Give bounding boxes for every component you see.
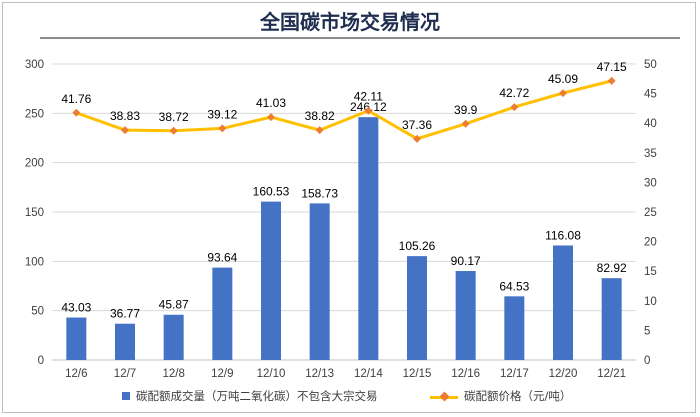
y-right-tick-label: 0 (644, 355, 650, 367)
y-left-tick-label: 0 (38, 355, 44, 367)
y-right-tick-label: 25 (644, 207, 657, 219)
y-left-tick-label: 300 (25, 59, 44, 71)
x-tick-label: 12/16 (451, 368, 480, 380)
y-right-tick-label: 20 (644, 237, 657, 249)
chart-title: 全国碳市场交易情况 (260, 10, 440, 34)
bar (309, 203, 330, 360)
bar (163, 314, 184, 360)
bar (115, 323, 135, 360)
bar (212, 267, 233, 360)
y-right-tick-label: 10 (644, 296, 657, 308)
price-marker (218, 124, 227, 133)
price-marker (121, 126, 129, 135)
bar-data-label: 116.08 (545, 228, 581, 242)
price-marker (315, 126, 324, 135)
price-marker (72, 108, 81, 117)
bar (504, 296, 525, 360)
price-data-label: 42.72 (499, 86, 529, 100)
bar (455, 271, 476, 360)
y-left-tick-label: 200 (25, 158, 44, 170)
y-left-tick-label: 100 (25, 256, 44, 268)
y-left-tick-label: 250 (25, 108, 44, 120)
x-tick-label: 12/14 (354, 368, 383, 380)
price-data-label: 38.82 (305, 109, 335, 123)
price-marker (607, 76, 616, 85)
price-data-label: 47.15 (597, 60, 627, 74)
x-tick-label: 12/17 (500, 368, 529, 380)
legend-label-volume: 碳配额成交量（万吨二氧化碳）不包含大宗交易 (136, 389, 378, 403)
price-data-label: 41.76 (61, 92, 91, 106)
legend-label-price: 碳配额价格（元/吨） (464, 389, 572, 403)
y-right-tick-label: 45 (644, 89, 657, 101)
x-tick-label: 12/15 (403, 368, 432, 380)
price-line (75, 79, 613, 141)
bar (553, 245, 573, 360)
bar-data-label: 45.87 (159, 298, 189, 312)
price-data-label: 39.12 (207, 107, 237, 121)
price-data-label: 38.83 (110, 109, 140, 123)
y-right-tick-label: 35 (644, 148, 657, 160)
legend-swatch-bar (122, 392, 130, 400)
bar (261, 201, 281, 360)
x-tick-label: 12/8 (162, 368, 184, 380)
price-marker (510, 103, 519, 112)
price-marker (169, 126, 178, 135)
price-marker (461, 119, 470, 128)
bar-data-label: 43.03 (61, 301, 91, 315)
bar (66, 317, 87, 360)
bar (358, 117, 379, 361)
x-tick-label: 12/9 (211, 368, 233, 380)
x-tick-label: 12/21 (597, 368, 626, 380)
y-left-tick-label: 150 (25, 207, 44, 219)
price-data-label: 41.03 (256, 96, 286, 110)
bar-data-label: 82.92 (597, 261, 627, 275)
price-marker (413, 134, 421, 143)
bar-data-label: 93.64 (207, 251, 237, 265)
y-left-tick-label: 50 (31, 306, 44, 318)
title-divider (40, 37, 680, 39)
bar (601, 278, 622, 360)
bar-data-label: 158.73 (301, 186, 338, 200)
price-marker (559, 89, 567, 98)
x-tick-label: 12/7 (114, 368, 136, 380)
y-right-tick-label: 15 (644, 266, 657, 278)
x-tick-label: 12/13 (305, 368, 334, 380)
y-right-tick-label: 5 (644, 325, 650, 337)
bar-data-label: 64.53 (499, 279, 529, 293)
price-data-label: 39.9 (454, 103, 478, 117)
y-right-tick-label: 50 (644, 59, 657, 71)
bar-data-label: 160.53 (253, 185, 290, 199)
price-marker (364, 106, 373, 115)
y-right-tick-label: 40 (644, 118, 657, 130)
price-marker (267, 113, 275, 122)
x-tick-label: 12/20 (549, 368, 578, 380)
y-right-tick-label: 30 (644, 177, 657, 189)
bar-data-label: 36.77 (110, 307, 140, 321)
chart-legend: 碳配额成交量（万吨二氧化碳）不包含大宗交易 碳配额价格（元/吨） (0, 388, 700, 408)
price-data-label: 38.72 (159, 110, 189, 124)
x-tick-label: 12/6 (65, 368, 87, 380)
x-tick-label: 12/10 (257, 368, 286, 380)
price-data-label: 42.11 (354, 90, 383, 104)
bar (407, 256, 427, 360)
legend-swatch-marker (439, 391, 450, 402)
bar-data-label: 105.26 (399, 239, 436, 253)
bar-data-label: 90.17 (451, 254, 481, 268)
price-data-label: 37.36 (402, 118, 432, 132)
price-data-label: 45.09 (548, 72, 578, 86)
